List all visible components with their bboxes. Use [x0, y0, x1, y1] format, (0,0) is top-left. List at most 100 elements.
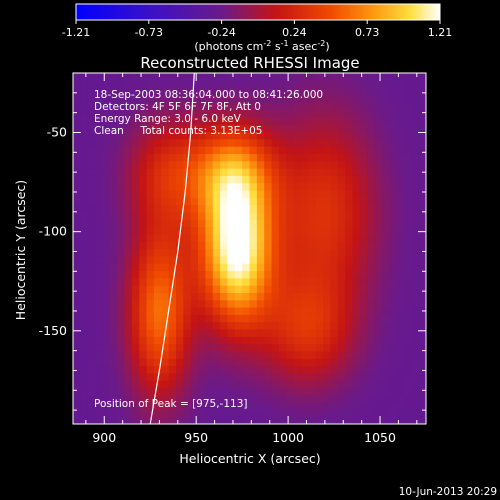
heatmap-cell — [117, 402, 126, 410]
info-line-energy: Energy Range: 3.0 - 6.0 keV — [94, 113, 242, 125]
heatmap-cell — [73, 73, 81, 81]
heatmap-cell — [131, 285, 140, 293]
heatmap-cell — [345, 131, 354, 140]
heatmap-cell — [227, 343, 236, 352]
heatmap-cell — [102, 350, 111, 359]
heatmap-cell — [323, 131, 331, 140]
heatmap-cell — [80, 211, 89, 220]
heatmap-cell — [264, 409, 273, 418]
heatmap-cell — [330, 124, 339, 133]
heatmap-cell — [131, 365, 140, 374]
heatmap-cell — [315, 402, 324, 410]
heatmap-cell — [175, 168, 184, 176]
heatmap-cell — [411, 124, 420, 133]
heatmap-cell — [330, 160, 339, 169]
heatmap-cell — [374, 102, 383, 111]
heatmap-cell — [198, 416, 206, 424]
heatmap-cell — [352, 124, 361, 133]
heatmap-cell — [308, 87, 317, 96]
heatmap-cell — [198, 124, 206, 133]
heatmap-cell — [396, 226, 405, 235]
plot-frame — [72, 72, 427, 425]
heatmap-cell — [323, 204, 331, 213]
heatmap-cell — [389, 343, 398, 352]
heatmap-cell — [73, 190, 81, 198]
heatmap-cell — [205, 190, 214, 198]
heatmap-cell — [286, 394, 295, 403]
axes: 900 950 1000 1050-50-100-150 — [39, 73, 426, 445]
heatmap-cell — [330, 285, 339, 293]
heatmap-cell — [352, 358, 361, 367]
heatmap-cell — [95, 285, 104, 293]
heatmap-cell — [337, 350, 346, 359]
heatmap-cell — [227, 292, 236, 301]
heatmap-cell — [249, 263, 258, 272]
heatmap-cell — [345, 109, 354, 118]
heatmap-cell — [345, 255, 354, 264]
heatmap-cell — [308, 102, 317, 111]
heatmap-cell — [323, 416, 331, 424]
heatmap-cell — [161, 131, 170, 140]
heatmap-cell — [367, 160, 376, 169]
heatmap-cell — [220, 175, 229, 184]
heatmap-cell — [175, 343, 184, 352]
heatmap-cell — [80, 292, 89, 301]
heatmap-cell — [212, 153, 221, 162]
heatmap-cell — [242, 226, 251, 235]
heatmap-cell — [190, 131, 199, 140]
heatmap-cell — [117, 365, 126, 374]
heatmap-cell — [264, 204, 273, 213]
heatmap-cell — [131, 380, 140, 389]
heatmap-cell — [308, 248, 317, 257]
heatmap-cell — [102, 285, 111, 293]
heatmap-cell — [403, 292, 412, 301]
heatmap-cell — [73, 241, 81, 250]
heatmap-cell — [389, 124, 398, 133]
heatmap-cell — [264, 226, 273, 235]
heatmap-cell — [109, 277, 118, 286]
heatmap-cell — [190, 226, 199, 235]
heatmap-cell — [146, 409, 155, 418]
heatmap-cell — [300, 270, 309, 279]
heatmap-cell — [345, 402, 354, 410]
heatmap-cell — [337, 219, 346, 228]
heatmap-cell — [293, 343, 302, 352]
heatmap-cell — [146, 124, 155, 133]
heatmap-cell — [389, 241, 398, 250]
heatmap-cell — [153, 343, 162, 352]
heatmap-cell — [131, 299, 140, 308]
heatmap-cell — [234, 270, 243, 279]
heatmap-cell — [418, 387, 426, 396]
heatmap-cell — [337, 365, 346, 374]
heatmap-cell — [198, 402, 206, 410]
heatmap-cell — [234, 116, 243, 125]
heatmap-cell — [264, 314, 273, 323]
heatmap-cell — [220, 73, 229, 81]
heatmap-cell — [146, 175, 155, 184]
heatmap-cell — [124, 211, 133, 220]
heatmap-cell — [190, 307, 199, 315]
heatmap-cell — [102, 87, 111, 96]
heatmap-cell — [124, 409, 133, 418]
heatmap-cell — [146, 292, 155, 301]
heatmap-cell — [227, 299, 236, 308]
heatmap-cell — [205, 358, 214, 367]
heatmap-cell — [323, 350, 331, 359]
heatmap-cell — [411, 409, 420, 418]
heatmap-cell — [418, 416, 426, 424]
heatmap-cell — [227, 380, 236, 389]
heatmap-cell — [374, 336, 383, 345]
heatmap-cell — [300, 380, 309, 389]
heatmap-cell — [249, 102, 258, 111]
heatmap-cell — [73, 416, 81, 424]
heatmap-cell — [345, 328, 354, 337]
heatmap-cell — [315, 299, 324, 308]
heatmap-cell — [117, 138, 126, 147]
heatmap-cell — [198, 219, 206, 228]
heatmap-cell — [278, 102, 287, 111]
heatmap-cell — [249, 380, 258, 389]
heatmap-cell — [315, 109, 324, 118]
x-tick-label: 1000 — [272, 430, 304, 445]
heatmap-cell — [381, 160, 390, 169]
heatmap-cell — [374, 292, 383, 301]
